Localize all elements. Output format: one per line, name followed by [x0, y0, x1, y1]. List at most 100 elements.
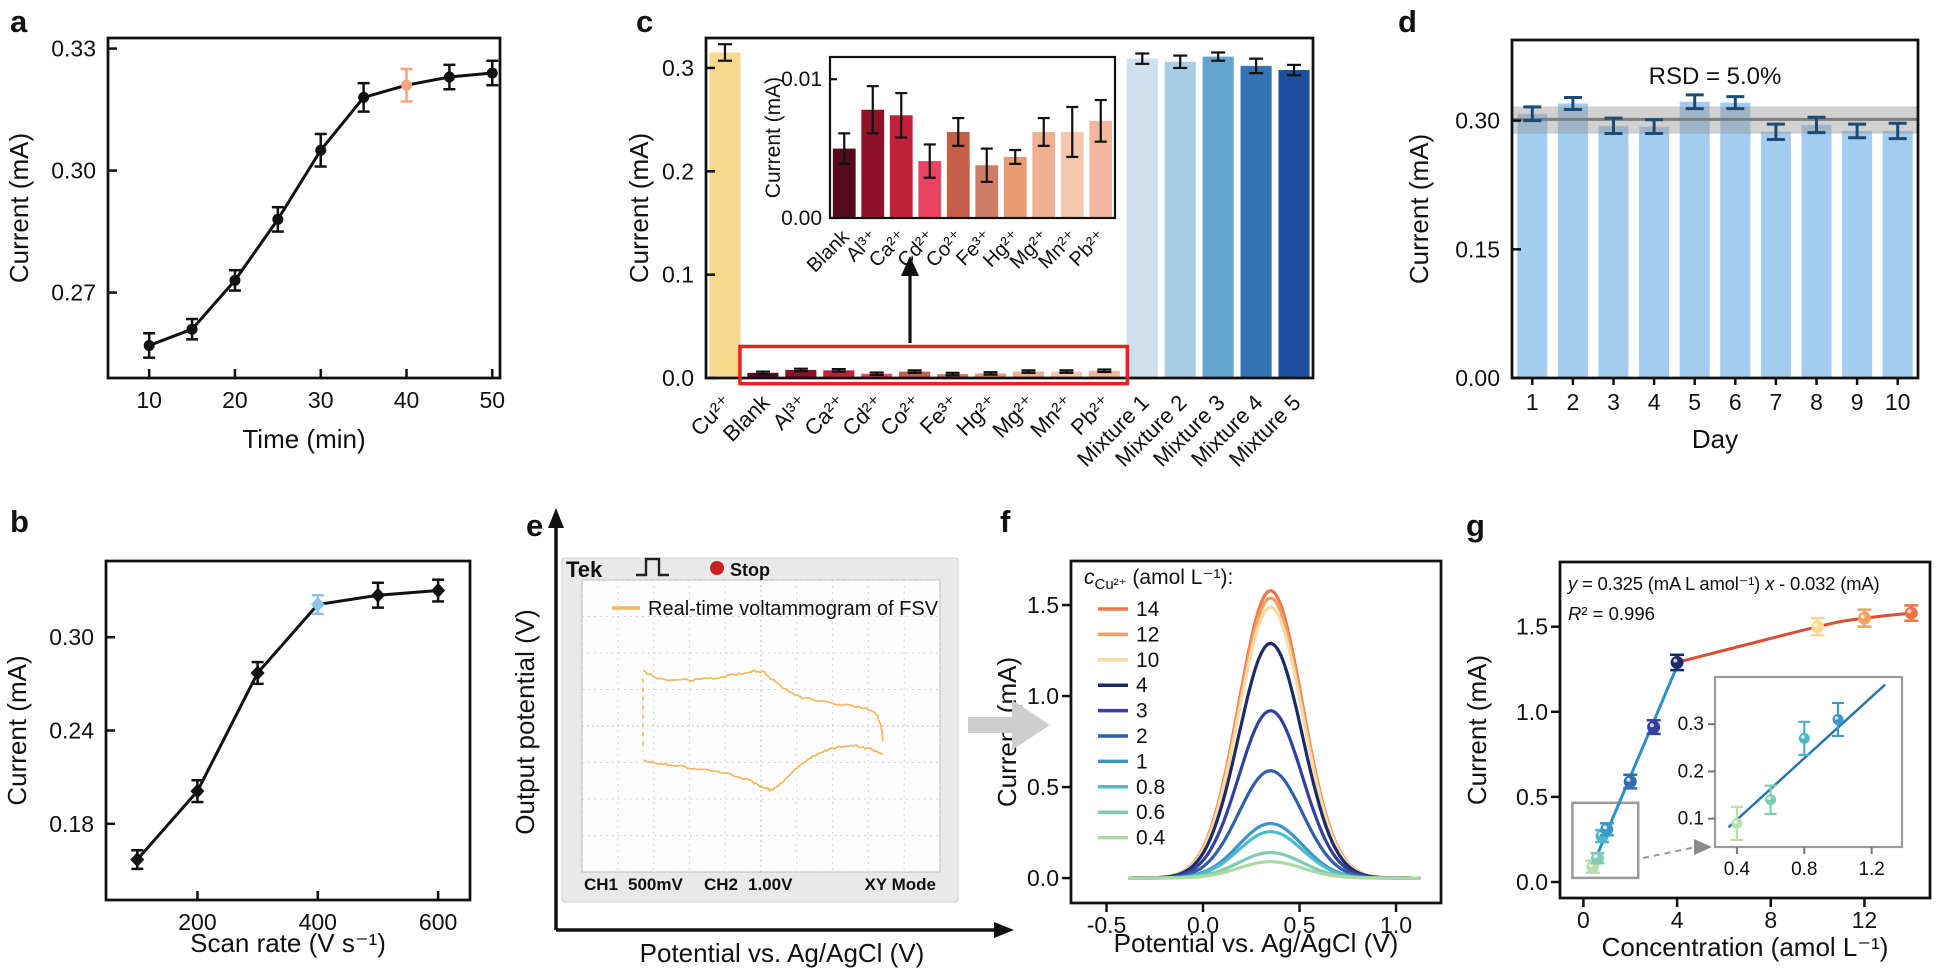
data-point [443, 71, 455, 83]
category-label: Cd²⁺ [837, 390, 888, 441]
bars [709, 43, 1310, 379]
x-tick-label: 7 [1770, 389, 1783, 415]
panel-e-oscilloscope-voltammogram: Output potential (V) Potential vs. Ag/AgC… [510, 508, 1014, 968]
x-tick-label: 3 [1607, 389, 1620, 415]
saturation-line [1676, 611, 1912, 664]
data-point [130, 852, 145, 868]
inset-bar-8 [1060, 131, 1084, 218]
inset-bar-9 [1089, 120, 1113, 218]
data-point [358, 91, 370, 103]
x-tick-label: 1.0 [1380, 912, 1412, 938]
record-dot-icon [710, 561, 724, 575]
xy-mode-label: XY Mode [865, 875, 936, 894]
plot-frame [704, 36, 1315, 380]
legend-entry-label: 2 [1136, 725, 1148, 748]
bar-10 [1088, 370, 1120, 378]
data-point [1857, 611, 1871, 625]
y-tick-label: 0.27 [51, 280, 96, 306]
inset-y-tick-label: 0.00 [781, 207, 822, 230]
panel-label-d: d [1398, 4, 1417, 39]
plot-frame [106, 36, 502, 380]
bar-day-8 [1801, 124, 1832, 379]
category-label: Fe³⁺ [915, 390, 964, 439]
scope-grid [581, 579, 941, 873]
legend-entry-label: 0.4 [1136, 827, 1166, 850]
inset-y-tick-label: 0.2 [1678, 761, 1704, 782]
bar-day-3 [1598, 125, 1629, 378]
y-axis-label: Current (mA) [1404, 134, 1434, 284]
x-tick-label: 400 [299, 909, 337, 935]
x-tick-label: 10 [136, 387, 162, 413]
curve-0.8 [1128, 830, 1421, 880]
inset-bar-4 [946, 131, 970, 218]
y-axis-label: Current (mA) [2, 655, 32, 805]
legend-title: cCu²⁺ (amol L⁻¹): [1084, 566, 1233, 593]
bar-day-7 [1760, 131, 1791, 378]
data-point [401, 79, 413, 91]
bar-1 [747, 372, 779, 378]
category-label: Mn²⁺ [1025, 390, 1078, 443]
x-tick-label: 4 [1671, 907, 1684, 933]
y-tick-label: 0.00 [1455, 365, 1500, 391]
y-tick-label: 0.2 [662, 158, 694, 184]
x-tick-label: 1 [1526, 389, 1539, 415]
inset-y-tick-label: 0.1 [1678, 809, 1704, 830]
x-tick-label: 4 [1648, 389, 1661, 415]
bar-2 [785, 369, 817, 378]
y-tick-label: 1.0 [1516, 699, 1548, 725]
panel-e-to-f-arrow-icon [968, 700, 1050, 750]
rsd-annotation: RSD = 5.0% [1649, 63, 1782, 90]
curve-14 [1128, 588, 1421, 880]
x-tick-label: 40 [394, 387, 420, 413]
y-tick-label: 0.24 [49, 718, 94, 744]
legend-entry-label: 10 [1136, 649, 1159, 672]
panel-label-a: a [10, 4, 28, 39]
data-point [250, 665, 265, 681]
x-tick-label: 2 [1567, 389, 1580, 415]
x-tick-label: 50 [479, 387, 505, 413]
y-tick-label: 0.5 [1516, 784, 1548, 810]
inset-data-point [1832, 714, 1844, 725]
y-tick-label: 0.15 [1455, 236, 1500, 262]
x-axis-label: Day [1692, 424, 1738, 454]
bar-day-6 [1720, 102, 1751, 379]
y-tick-label: 0.30 [49, 624, 94, 650]
legend-entry-label: 0.6 [1136, 801, 1165, 824]
data-point [486, 67, 498, 79]
category-label: Co²⁺ [875, 390, 926, 441]
data-point [310, 597, 325, 613]
calibration-points [1585, 604, 1919, 874]
x-tick-label: 0.0 [1187, 912, 1219, 938]
inset-bar-7 [1032, 131, 1056, 218]
x-tick-label: 8 [1764, 907, 1777, 933]
bar-day-9 [1842, 130, 1873, 378]
inset-y-tick-label: 0.01 [781, 68, 822, 91]
data-point [1647, 720, 1661, 734]
data-point [272, 213, 284, 225]
data-point [315, 144, 327, 156]
bar-3 [823, 370, 855, 378]
data-point [1811, 620, 1825, 634]
curve-0.4 [1128, 860, 1421, 880]
x-axis-label: Concentration (amol L⁻¹) [1602, 932, 1889, 962]
bar-0 [709, 52, 741, 379]
fit-equation: y = 0.325 (mA L amol⁻¹) x - 0.032 (mA) [1566, 573, 1880, 594]
panel-label-c: c [636, 4, 654, 39]
data-point [1904, 606, 1918, 620]
x-tick-label: 200 [178, 909, 216, 935]
data-series [143, 59, 499, 359]
curve-12 [1128, 596, 1421, 880]
x-tick-label: 0.5 [1284, 912, 1316, 938]
data-point [190, 783, 205, 799]
x-tick-label: 20 [222, 387, 248, 413]
inset-pointer-head [1694, 839, 1712, 855]
legend-entry-label: 14 [1136, 598, 1160, 621]
x-tick-label: 6 [1729, 389, 1742, 415]
y-tick-label: 1.0 [1027, 683, 1059, 709]
panel-f-voltammogram-curves-chart: -0.5 0.0 0.5 1.0 0.0 0.5 1.0 1.5 Potential vs. A… [992, 559, 1443, 958]
y-axis-label: Output potential (V) [510, 609, 540, 834]
panel-label-e: e [526, 508, 544, 543]
